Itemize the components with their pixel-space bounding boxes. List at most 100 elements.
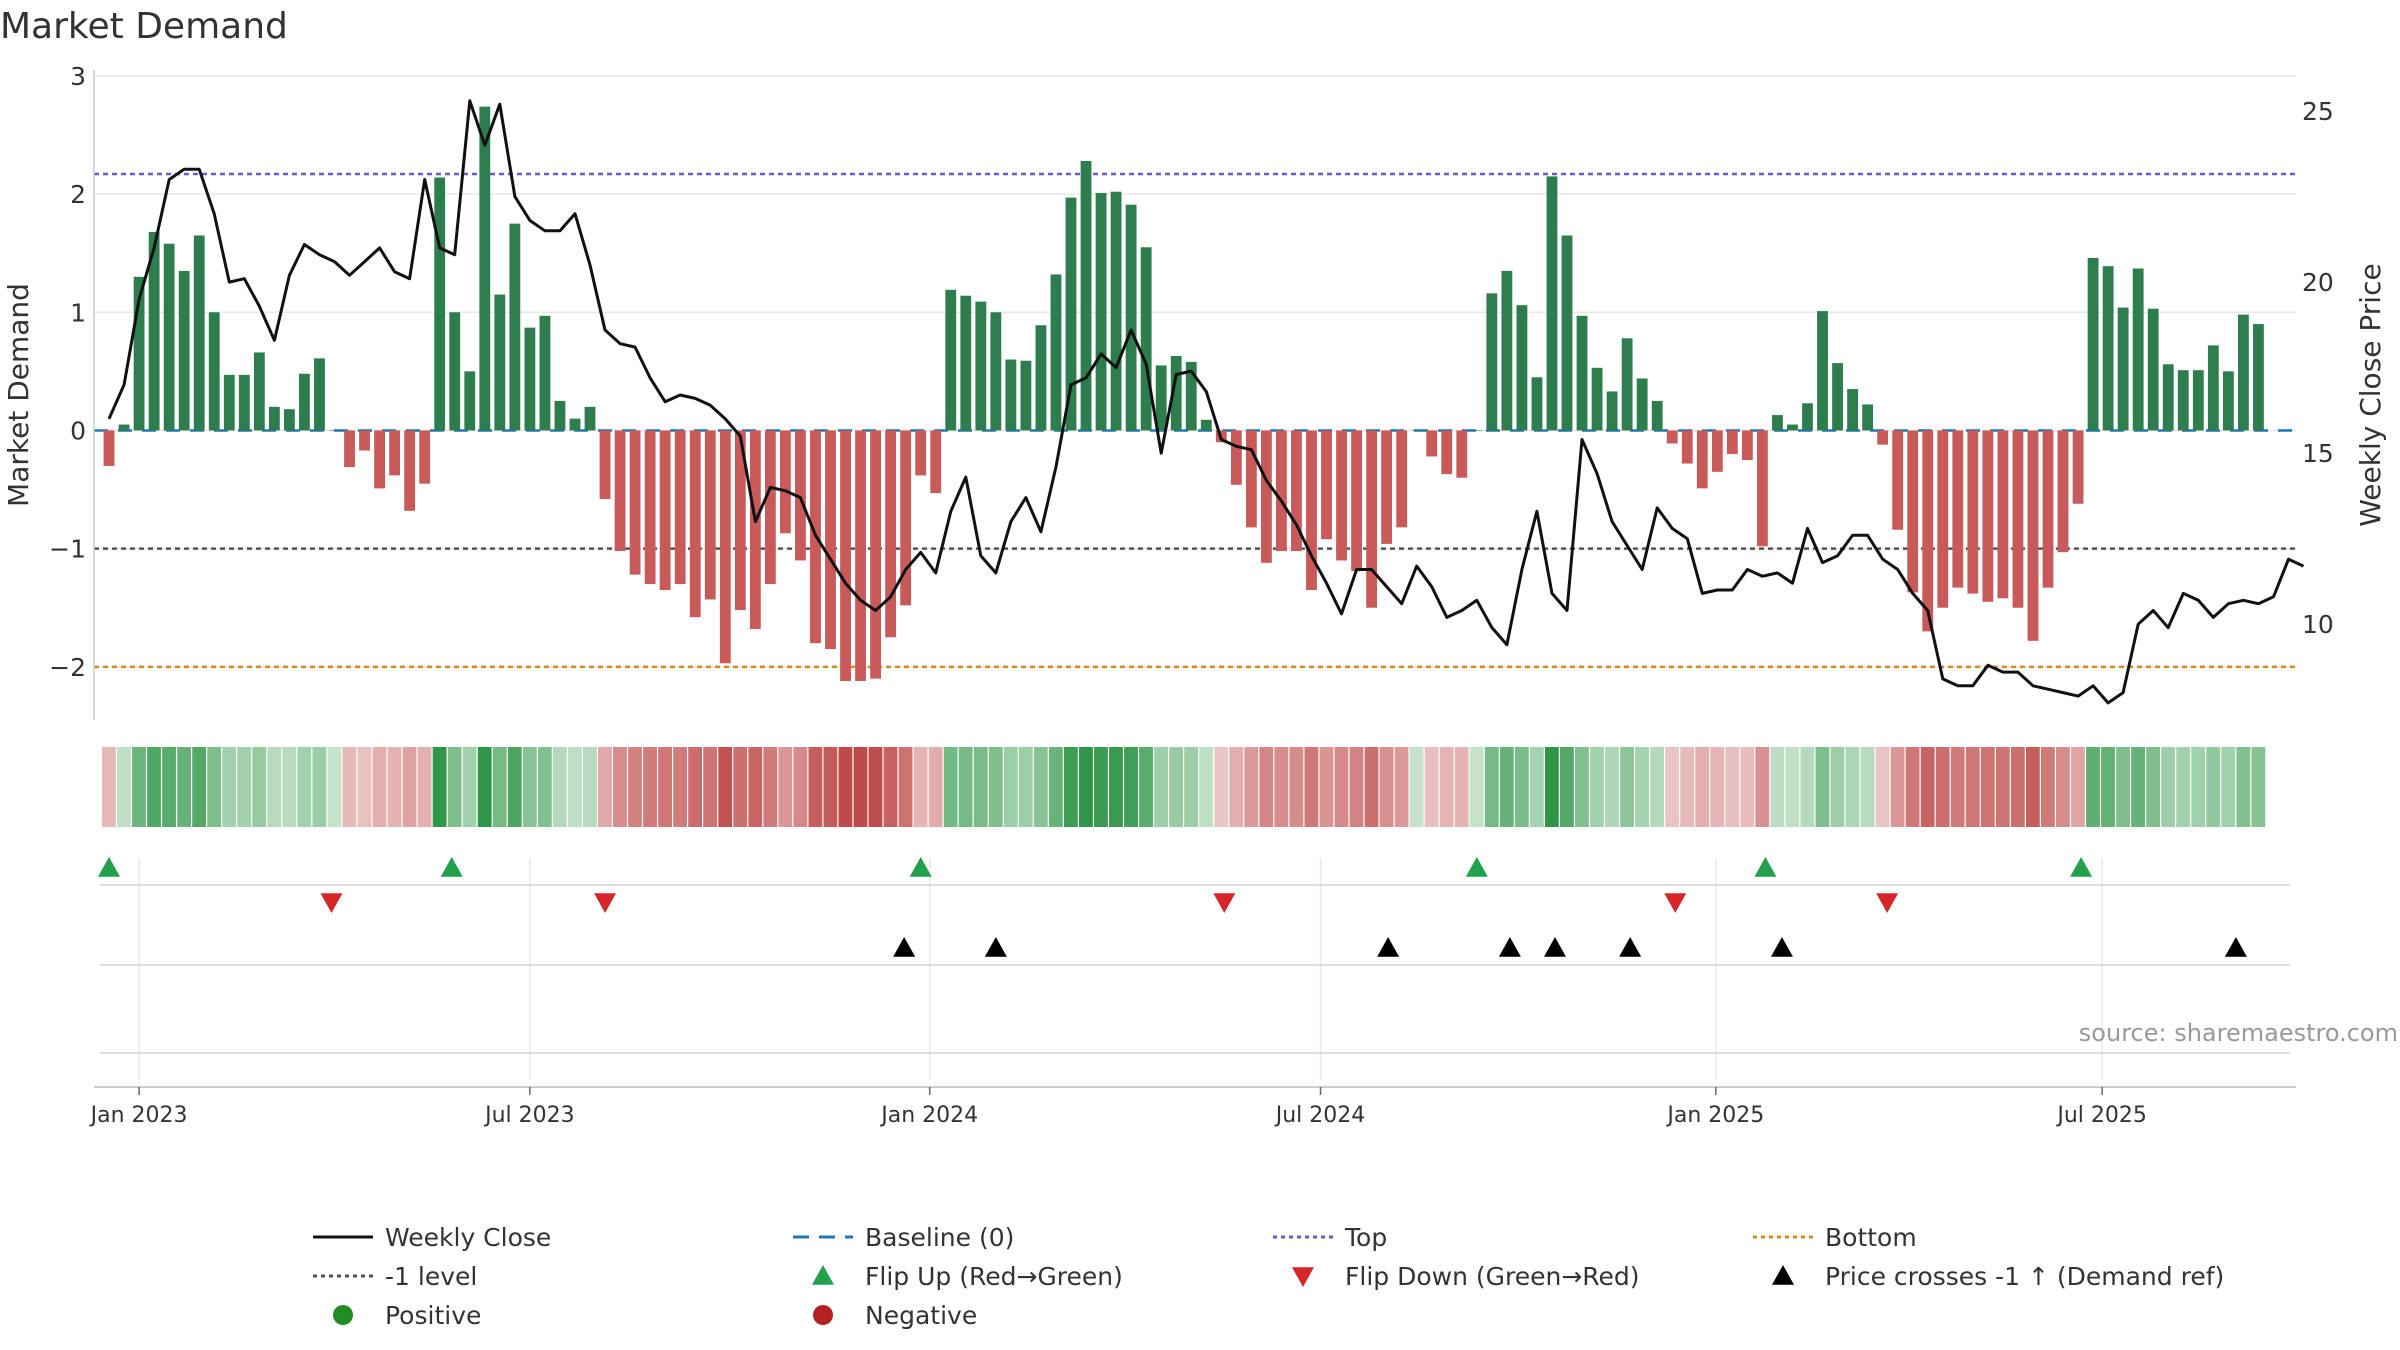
demand-bar [1772, 415, 1783, 431]
demand-bar [1245, 430, 1257, 528]
demand-bar [930, 430, 942, 494]
demand-bar [1636, 378, 1648, 431]
heat-cell [1199, 747, 1214, 827]
demand-bar [960, 295, 972, 431]
demand-bar [2192, 370, 2204, 431]
demand-bar [148, 231, 160, 431]
demand-bar [1291, 430, 1302, 551]
legend-item: Price crosses -1 ↑ (Demand ref) [1772, 1262, 2224, 1291]
demand-bar [1366, 430, 1378, 608]
heat-cell [2251, 747, 2266, 827]
heat-cell [147, 747, 161, 827]
demand-bar [704, 430, 716, 600]
heat-cell [1289, 747, 1304, 827]
heat-cell [1454, 747, 1469, 827]
legend-label: Flip Up (Red→Green) [865, 1262, 1123, 1291]
heat-cell [1830, 747, 1845, 827]
heat-cell [1620, 747, 1634, 827]
heat-cell [673, 747, 688, 827]
demand-bar [2147, 308, 2159, 431]
heat-cell [192, 747, 207, 827]
demand-bar [1140, 247, 1152, 431]
demand-bar [1306, 430, 1317, 590]
x-tick-label: Jul 2024 [1274, 1103, 1366, 1128]
heat-cell [1094, 747, 1108, 827]
demand-bar [1651, 400, 1663, 431]
flip-down-marker [1213, 893, 1236, 913]
heat-cell [2101, 747, 2115, 827]
heat-cell [177, 747, 191, 827]
legend-item: Bottom [1753, 1223, 1917, 1252]
x-axis: Jan 2023 Jul 2023 Jan 2024 Jul 2024 Jan 2025… [89, 1086, 2296, 1128]
demand-bar [1396, 430, 1408, 528]
demand-bar [1726, 430, 1738, 455]
right-tick-label: 25 [2302, 97, 2334, 126]
demand-bar [674, 430, 686, 585]
demand-bar [1200, 419, 1212, 431]
heat-cell [1154, 747, 1168, 827]
demand-bar [404, 430, 416, 511]
x-tick-label: Jan 2024 [879, 1103, 978, 1128]
heat-cell [748, 747, 763, 827]
heat-cell [1439, 747, 1454, 827]
price-cross-marker [1377, 937, 1400, 957]
demand-bar [1170, 356, 1182, 431]
flip-up-marker [98, 857, 121, 877]
weekly-close-series [107, 99, 2305, 705]
heat-cell [2056, 747, 2070, 827]
legend: Weekly Close Baseline (0) Top Bottom -1 leve… [313, 1223, 2224, 1330]
demand-bar [1336, 430, 1347, 561]
heat-cell [1980, 747, 1995, 827]
demand-bar [780, 430, 791, 534]
right-tick-label: 10 [2302, 610, 2334, 639]
left-tick-label: 3 [70, 62, 86, 91]
legend-item: Positive [333, 1301, 481, 1330]
demand-bar [825, 430, 836, 650]
heat-cell [2086, 747, 2100, 827]
heat-cell [598, 747, 612, 827]
legend-swatch [1772, 1265, 1794, 1285]
heat-cell [507, 747, 522, 827]
legend-label: Baseline (0) [865, 1223, 1014, 1252]
demand-bar [1456, 430, 1468, 478]
heat-cell [1695, 747, 1710, 827]
heat-cell [868, 747, 883, 827]
left-axis-label: Market Demand [2, 283, 35, 507]
heat-cell [2176, 747, 2191, 827]
demand-bar [1471, 430, 1483, 431]
x-tick-label: Jul 2023 [483, 1103, 575, 1128]
heat-cell [808, 747, 823, 827]
flip-up-marker [909, 857, 932, 877]
x-tick-label: Jul 2025 [2055, 1103, 2147, 1128]
demand-bar [1787, 424, 1798, 431]
legend-item: Flip Up (Red→Green) [812, 1262, 1123, 1291]
heat-cell [1394, 747, 1409, 827]
demand-bar [870, 430, 882, 679]
demand-bar [419, 430, 431, 484]
flip-down-marker [320, 893, 343, 913]
heat-cell [102, 747, 116, 827]
demand-bar [689, 430, 701, 618]
demand-bar [1486, 293, 1498, 431]
price-cross-marker [1543, 937, 1566, 957]
heat-cell [1349, 747, 1364, 827]
heat-cell [1590, 747, 1604, 827]
demand-bar [1877, 430, 1889, 445]
demand-bar [1426, 430, 1438, 457]
demand-bar [163, 243, 175, 431]
heat-cell [1079, 747, 1093, 827]
price-cross-marker [2224, 937, 2247, 957]
demand-bar [1260, 430, 1272, 563]
legend-item: Top [1273, 1223, 1387, 1252]
heat-cell [883, 747, 898, 827]
demand-bar [2057, 430, 2069, 553]
heat-cell [222, 747, 237, 827]
demand-bar [840, 430, 851, 681]
heat-cell [688, 747, 703, 827]
demand-bar [1095, 192, 1107, 431]
demand-bar [2072, 430, 2084, 504]
heat-cell [417, 747, 432, 827]
demand-bar [1411, 430, 1423, 431]
heat-cell [733, 747, 748, 827]
heat-cell [823, 747, 838, 827]
